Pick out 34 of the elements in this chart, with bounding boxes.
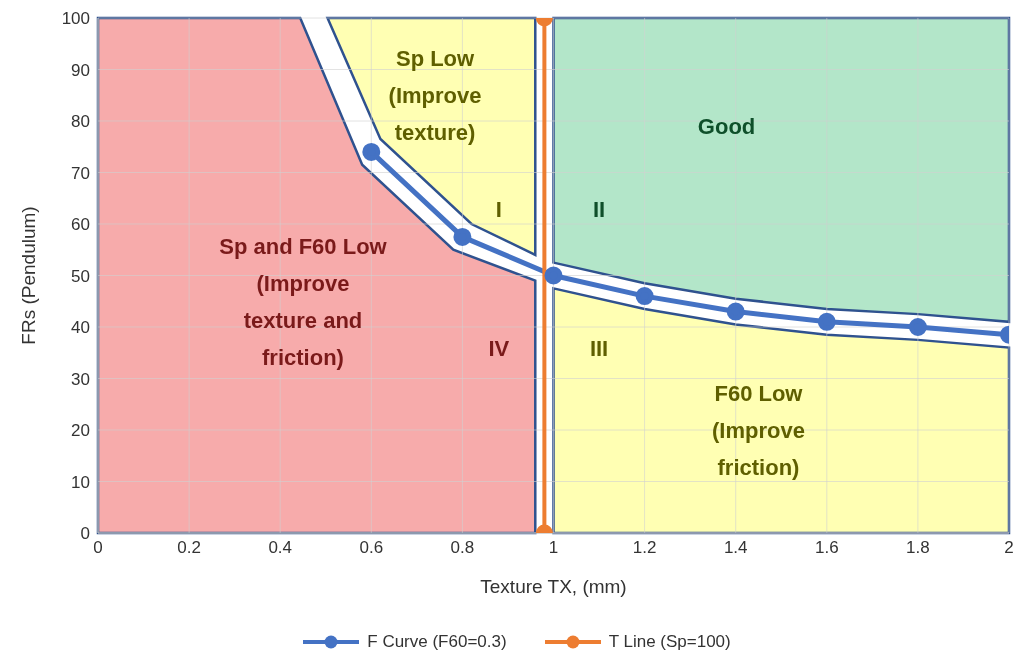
y-axis-title: FRs (Pendulum) <box>17 206 39 345</box>
y-tick-label: 60 <box>71 215 90 235</box>
y-tick-label: 70 <box>71 163 90 183</box>
x-tick-label: 0.2 <box>177 538 201 558</box>
annotation: Good <box>697 114 756 140</box>
y-tick-label: 10 <box>71 472 90 492</box>
legend-label: T Line (Sp=100) <box>608 632 731 652</box>
x-axis-title: Texture TX, (mm) <box>480 576 627 597</box>
y-tick-label: 80 <box>71 112 90 132</box>
y-tick-label: 0 <box>80 524 90 544</box>
x-tick-label: 1.6 <box>814 538 839 558</box>
y-tick-label: 30 <box>71 369 90 389</box>
annotation: IV <box>488 335 510 361</box>
y-tick-label: 20 <box>71 421 90 441</box>
annotation: Sp Low (Improve texture) <box>388 46 482 146</box>
y-tick-label: 40 <box>71 318 90 338</box>
x-tick-label: 2 <box>1004 538 1014 558</box>
x-tick-label: 0.4 <box>268 538 293 558</box>
x-tick-label: 0.6 <box>359 538 384 558</box>
x-tick-label: 1.8 <box>906 538 930 558</box>
annotation: Sp and F60 Low (Improve texture and friction) <box>219 233 388 370</box>
x-tick-label: 1.2 <box>632 538 657 558</box>
x-tick-label: 0 <box>93 538 103 558</box>
x-tick-label: 0.8 <box>450 538 475 558</box>
y-tick-label: 90 <box>71 60 90 80</box>
annotation: II <box>592 196 606 222</box>
annotation: F60 Low (Improve friction) <box>712 381 805 480</box>
x-tick-label: 1 <box>548 538 559 558</box>
annotation: III <box>589 335 609 361</box>
x-tick-label: 1.4 <box>723 538 748 558</box>
legend-label: F Curve (F60=0.3) <box>367 632 507 652</box>
annotation: I <box>495 196 502 222</box>
y-tick-label: 50 <box>71 266 90 286</box>
y-tick-label: 100 <box>61 9 90 29</box>
